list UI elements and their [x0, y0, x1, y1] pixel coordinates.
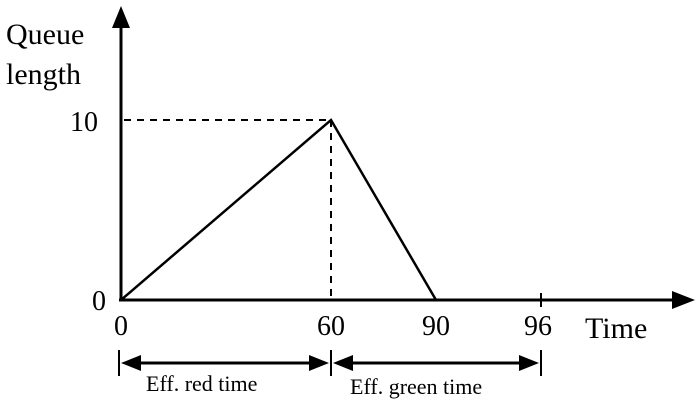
red-time-label: Eff. red time [146, 371, 257, 396]
x-axis-title: Time [585, 312, 647, 345]
x-tick-label-0: 0 [114, 311, 128, 342]
x-tick-label-90: 90 [422, 311, 450, 342]
y-axis-arrow-icon [112, 6, 130, 28]
y-axis-title-line2: length [6, 58, 81, 91]
green-time-label: Eff. green time [350, 374, 482, 399]
red-time-right-arrow-icon [309, 355, 329, 371]
x-tick-label-60: 60 [317, 311, 345, 342]
green-time-right-arrow-icon [519, 355, 539, 371]
y-tick-label-10: 10 [70, 107, 98, 138]
queue-length-series-line [120, 118, 438, 301]
red-time-left-arrow-icon [121, 355, 141, 371]
y-tick-label-0: 0 [92, 286, 106, 317]
x-axis-arrow-icon [672, 291, 695, 309]
y-axis-title-line1: Queue [6, 18, 84, 51]
x-tick-label-96: 96 [524, 311, 552, 342]
green-time-left-arrow-icon [333, 355, 353, 371]
